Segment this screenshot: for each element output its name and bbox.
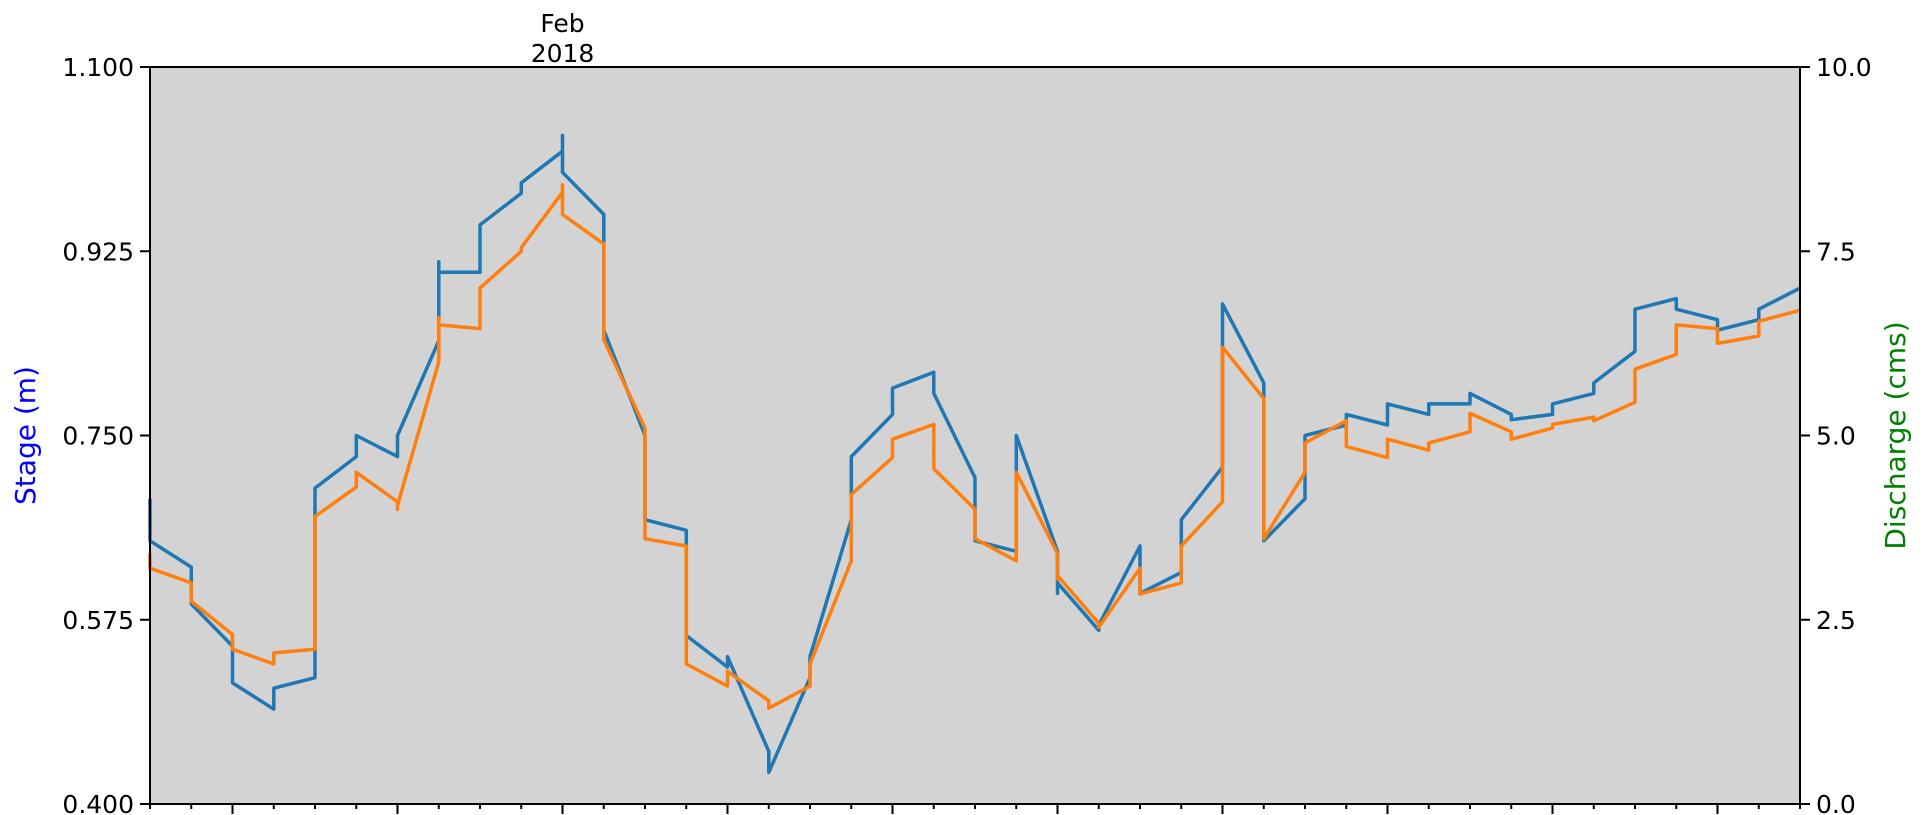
- left-y-axis: 0.400 0.575 0.750 0.925 1.100: [62, 53, 150, 815]
- right-y-tick-label: 7.5: [1816, 237, 1856, 266]
- right-y-tick-label: 10.0: [1816, 53, 1872, 82]
- series-layer: [148, 133, 1801, 775]
- plot-frame: [149, 66, 1801, 805]
- left-axis-title: Stage (m): [9, 366, 42, 505]
- x-tick-label-line2: 2018: [531, 39, 595, 68]
- right-y-axis: 0.0 2.5 5.0 7.5 10.0: [1800, 53, 1872, 815]
- right-axis-title: Discharge (cms): [1879, 321, 1912, 549]
- right-y-tick-label: 5.0: [1816, 422, 1856, 451]
- series-line-1: [148, 133, 1801, 775]
- left-y-tick-label: 0.750: [62, 422, 134, 451]
- left-y-tick-label: 0.575: [62, 606, 134, 635]
- right-y-tick-label: 0.0: [1816, 790, 1856, 815]
- series-line-2: [148, 183, 1801, 710]
- left-y-tick-label: 1.100: [62, 53, 134, 82]
- left-y-tick-label: 0.925: [62, 237, 134, 266]
- left-y-tick-label: 0.400: [62, 790, 134, 815]
- right-y-tick-label: 2.5: [1816, 606, 1856, 635]
- x-tick-label-line1: Feb: [540, 9, 584, 38]
